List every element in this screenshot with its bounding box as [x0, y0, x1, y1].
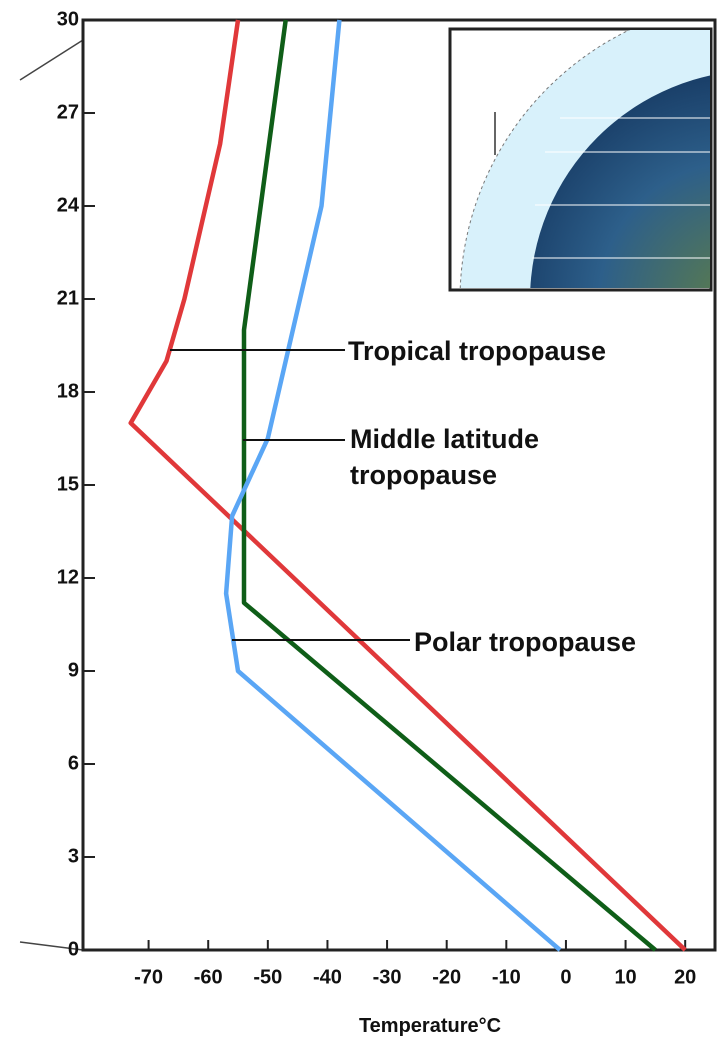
y-tick-label: 15	[57, 473, 79, 495]
x-tick-label: -20	[432, 966, 461, 988]
x-tick-label: -60	[194, 966, 223, 988]
x-tick-label: -30	[373, 966, 402, 988]
series-line	[241, 19, 657, 952]
y-tick-label: 18	[57, 380, 79, 402]
x-tick-label: 10	[614, 966, 636, 988]
x-axis-label: Temperature°C	[359, 1015, 501, 1037]
y-tick-label: 9	[68, 659, 79, 681]
y-tick-label: 12	[57, 566, 79, 588]
x-tick-label: -70	[134, 966, 163, 988]
decor-line	[19, 941, 84, 951]
y-tick-label: 30	[57, 8, 79, 30]
series-line	[128, 19, 687, 952]
y-tick-label: 24	[57, 194, 80, 216]
annotation: Middle latitude	[350, 424, 539, 454]
globe	[530, 75, 710, 288]
y-tick-label: 21	[57, 287, 79, 309]
y-tick-label: 3	[68, 845, 79, 867]
annotation: tropopause	[350, 460, 497, 490]
decor-line	[19, 39, 84, 81]
annotation: Polar tropopause	[414, 627, 636, 657]
series-line	[223, 19, 562, 952]
y-tick-label: 0	[68, 938, 79, 960]
y-tick-label: 27	[57, 101, 79, 123]
x-tick-label: 20	[674, 966, 696, 988]
x-tick-label: -10	[492, 966, 521, 988]
inset	[448, 27, 713, 292]
x-tick-label: 0	[560, 966, 571, 988]
x-tick-label: -50	[253, 966, 282, 988]
x-tick-label: -40	[313, 966, 342, 988]
y-tick-label: 6	[68, 752, 79, 774]
annotation: Tropical tropopause	[348, 336, 606, 366]
